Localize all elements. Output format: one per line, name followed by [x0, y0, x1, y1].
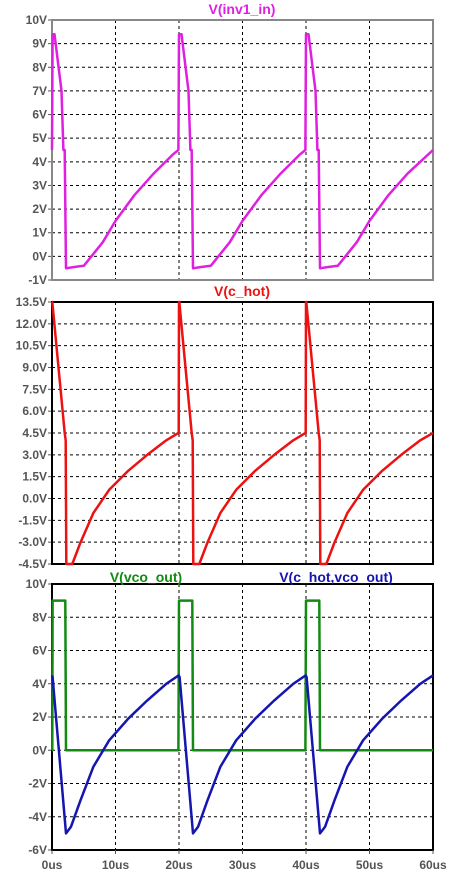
y-tick-label: 0V — [32, 743, 47, 757]
y-tick-label: 3V — [32, 178, 47, 192]
x-tick-label: 0us — [42, 858, 63, 872]
y-tick-label: 3.0V — [22, 448, 47, 462]
y-tick-label: -4.5V — [18, 557, 47, 571]
y-tick-label: -4V — [28, 810, 47, 824]
y-tick-label: 10V — [26, 577, 47, 591]
y-tick-label: -1V — [28, 273, 47, 287]
y-tick-label: 4.5V — [22, 426, 47, 440]
series-line — [51, 599, 433, 752]
y-tick-label: 7.5V — [22, 382, 47, 396]
x-tick-label: 60us — [419, 858, 447, 872]
y-tick-label: 10.5V — [16, 339, 47, 353]
y-tick-label: -2V — [28, 777, 47, 791]
y-tick-label: 4V — [32, 677, 47, 691]
x-tick-label: 40us — [292, 858, 320, 872]
y-tick-label: 6.0V — [22, 404, 47, 418]
y-tick-label: -6V — [28, 843, 47, 857]
y-tick-label: 10V — [26, 13, 47, 27]
series-title: V(c_hot,vco_out) — [279, 569, 393, 585]
y-tick-label: 13.5V — [16, 295, 47, 309]
y-tick-label: 9.0V — [22, 361, 47, 375]
y-tick-label: 0.0V — [22, 492, 47, 506]
y-tick-label: 9V — [32, 37, 47, 51]
y-tick-label: 8V — [32, 610, 47, 624]
x-tick-label: 10us — [102, 858, 130, 872]
y-tick-label: 0V — [32, 249, 47, 263]
y-tick-label: -3.0V — [18, 535, 47, 549]
x-tick-label: 20us — [165, 858, 193, 872]
series-line — [50, 674, 434, 835]
x-tick-label: 50us — [356, 858, 384, 872]
y-tick-label: 5V — [32, 131, 47, 145]
x-tick-label: 30us — [229, 858, 257, 872]
y-tick-label: 6V — [32, 108, 47, 122]
y-tick-label: 6V — [32, 644, 47, 658]
y-tick-label: 2V — [32, 202, 47, 216]
y-tick-label: -1.5V — [18, 513, 47, 527]
y-tick-label: 1V — [32, 226, 47, 240]
y-tick-label: 7V — [32, 84, 47, 98]
y-tick-label: 2V — [32, 710, 47, 724]
series-title: V(c_hot) — [214, 283, 270, 299]
y-tick-label: 8V — [32, 60, 47, 74]
series-line — [51, 300, 434, 566]
y-tick-label: 4V — [32, 155, 47, 169]
y-tick-label: 12.0V — [16, 317, 47, 331]
y-tick-label: 1.5V — [22, 470, 47, 484]
series-line — [50, 32, 434, 270]
series-title: V(vco_out) — [110, 569, 182, 585]
series-title: V(inv1_in) — [209, 1, 276, 17]
